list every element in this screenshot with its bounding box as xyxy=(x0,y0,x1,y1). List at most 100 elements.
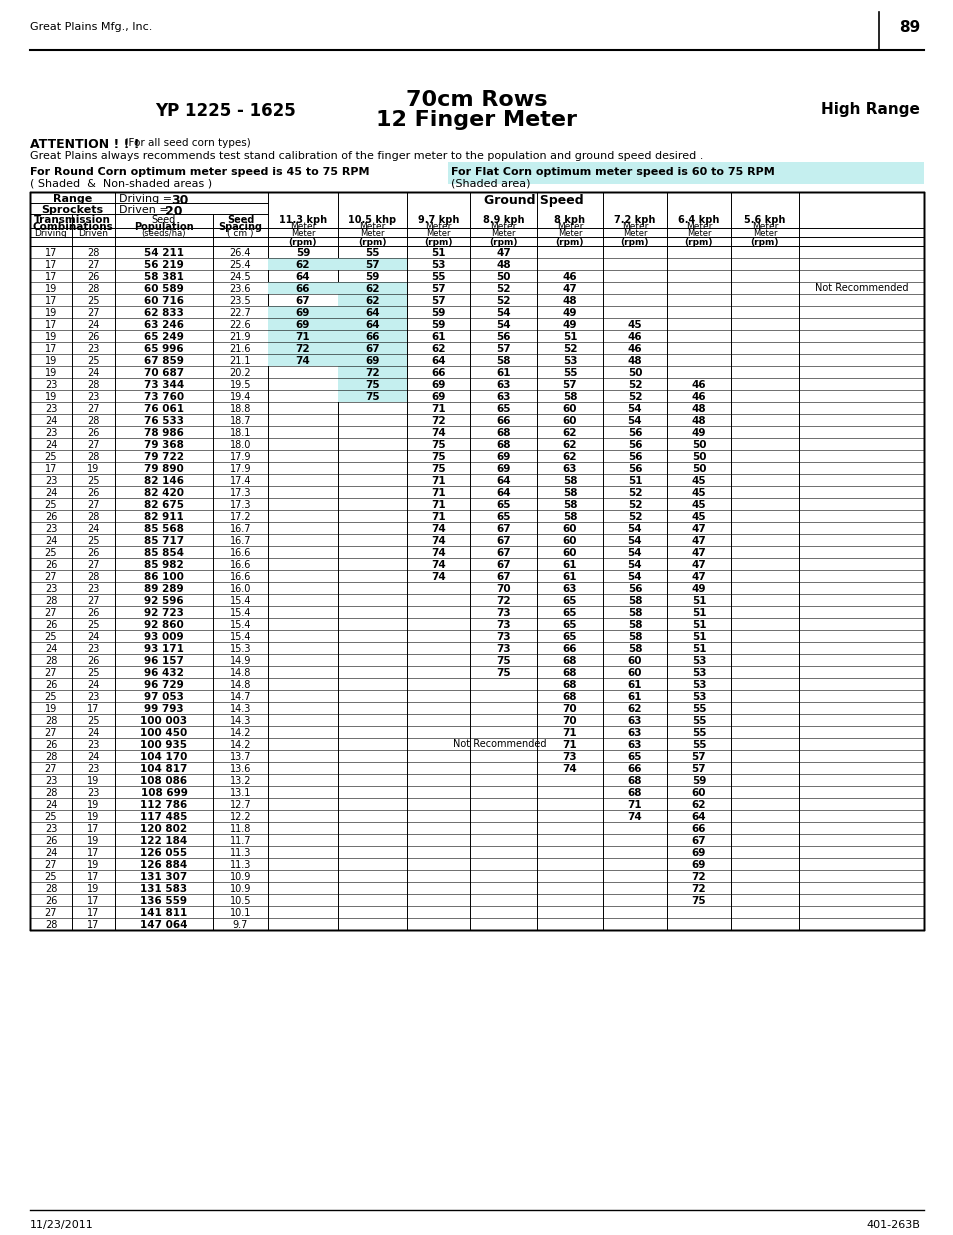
Text: 46: 46 xyxy=(627,345,641,354)
Text: 73 344: 73 344 xyxy=(144,380,184,390)
Text: 47: 47 xyxy=(562,284,577,294)
Text: 52: 52 xyxy=(627,500,641,510)
Text: 48: 48 xyxy=(691,404,705,414)
Text: 62: 62 xyxy=(295,261,310,270)
Text: 23: 23 xyxy=(88,643,99,655)
Text: 54: 54 xyxy=(496,320,510,330)
Text: 45: 45 xyxy=(691,513,705,522)
Text: 26: 26 xyxy=(88,332,99,342)
Text: 23.5: 23.5 xyxy=(230,296,251,306)
Text: 25: 25 xyxy=(87,668,100,678)
Text: 100 935: 100 935 xyxy=(140,740,188,750)
Text: 15.4: 15.4 xyxy=(230,632,251,642)
Text: Meter: Meter xyxy=(558,228,581,238)
Text: 13.7: 13.7 xyxy=(230,752,251,762)
Text: 71: 71 xyxy=(562,740,577,750)
Text: 27: 27 xyxy=(87,404,100,414)
Text: 65: 65 xyxy=(562,608,577,618)
Text: 85 717: 85 717 xyxy=(144,536,184,546)
Text: 67: 67 xyxy=(496,572,510,582)
Text: 23: 23 xyxy=(45,824,57,834)
Text: 60: 60 xyxy=(627,656,641,666)
Text: 25: 25 xyxy=(87,356,100,366)
Text: 66: 66 xyxy=(295,284,310,294)
Text: (rpm): (rpm) xyxy=(358,238,386,247)
Text: 61: 61 xyxy=(562,572,577,582)
Text: 18.1: 18.1 xyxy=(230,429,251,438)
Text: 47: 47 xyxy=(691,536,705,546)
Bar xyxy=(337,390,407,403)
Text: 24: 24 xyxy=(88,320,99,330)
Text: 23: 23 xyxy=(45,776,57,785)
Text: 26: 26 xyxy=(88,548,99,558)
Text: 28: 28 xyxy=(45,788,57,798)
Text: Driven: Driven xyxy=(78,228,109,238)
Text: 65: 65 xyxy=(496,513,510,522)
Text: (rpm): (rpm) xyxy=(289,238,317,247)
Text: 55: 55 xyxy=(691,704,705,714)
Text: 74: 74 xyxy=(295,356,310,366)
Text: 64: 64 xyxy=(431,356,445,366)
Text: 71: 71 xyxy=(431,488,445,498)
Text: 23: 23 xyxy=(88,345,99,354)
Text: 19: 19 xyxy=(88,776,99,785)
Text: Seed: Seed xyxy=(227,215,253,225)
Text: 64: 64 xyxy=(496,488,510,498)
Text: 17.9: 17.9 xyxy=(230,464,251,474)
Text: 86 100: 86 100 xyxy=(144,572,184,582)
Text: 18.0: 18.0 xyxy=(230,440,251,450)
Text: 63: 63 xyxy=(627,727,641,739)
Text: 23: 23 xyxy=(88,764,99,774)
Text: 58: 58 xyxy=(562,391,577,403)
Text: 69: 69 xyxy=(691,860,705,869)
Text: 57: 57 xyxy=(365,261,379,270)
Text: 56: 56 xyxy=(627,440,641,450)
Bar xyxy=(337,366,407,378)
Text: YP 1225 - 1625: YP 1225 - 1625 xyxy=(154,103,295,120)
Text: 25: 25 xyxy=(45,548,57,558)
Text: 11/23/2011: 11/23/2011 xyxy=(30,1220,93,1230)
Text: 17: 17 xyxy=(45,272,57,282)
Text: 23: 23 xyxy=(45,380,57,390)
Text: Driving =: Driving = xyxy=(119,194,175,204)
Text: 71: 71 xyxy=(431,513,445,522)
Text: 14.8: 14.8 xyxy=(230,668,251,678)
Text: 28: 28 xyxy=(88,513,99,522)
Text: 78 986: 78 986 xyxy=(144,429,184,438)
Text: 73 760: 73 760 xyxy=(144,391,184,403)
Text: 16.7: 16.7 xyxy=(230,524,251,534)
Text: 65: 65 xyxy=(562,620,577,630)
Text: 57: 57 xyxy=(691,764,705,774)
Text: 18.8: 18.8 xyxy=(230,404,251,414)
Text: Meter: Meter xyxy=(686,228,711,238)
Text: 17.3: 17.3 xyxy=(230,488,251,498)
Text: 27: 27 xyxy=(87,500,100,510)
Text: 19: 19 xyxy=(88,860,99,869)
Text: 131 583: 131 583 xyxy=(140,884,188,894)
Text: Sprockets: Sprockets xyxy=(41,205,104,215)
Text: 85 568: 85 568 xyxy=(144,524,184,534)
Text: 70: 70 xyxy=(562,704,577,714)
Text: 100 450: 100 450 xyxy=(140,727,188,739)
Text: 141 811: 141 811 xyxy=(140,908,188,918)
Text: 54: 54 xyxy=(496,308,510,317)
Text: 52: 52 xyxy=(627,488,641,498)
Text: 49: 49 xyxy=(691,429,705,438)
Text: 66: 66 xyxy=(627,764,641,774)
Text: 58: 58 xyxy=(627,608,641,618)
Text: 23: 23 xyxy=(45,475,57,487)
Text: Driven =: Driven = xyxy=(119,205,172,215)
Text: 24: 24 xyxy=(45,800,57,810)
Text: 28: 28 xyxy=(88,572,99,582)
Text: 25: 25 xyxy=(45,632,57,642)
Text: 46: 46 xyxy=(562,272,577,282)
Text: 61: 61 xyxy=(496,368,510,378)
Text: 16.7: 16.7 xyxy=(230,536,251,546)
Text: 6.4 kph: 6.4 kph xyxy=(678,215,719,225)
Text: 62: 62 xyxy=(562,429,577,438)
Text: 59: 59 xyxy=(691,776,705,785)
Text: 24: 24 xyxy=(45,416,57,426)
Text: 20: 20 xyxy=(165,205,182,219)
Text: 25.4: 25.4 xyxy=(230,261,251,270)
Text: 66: 66 xyxy=(496,416,510,426)
